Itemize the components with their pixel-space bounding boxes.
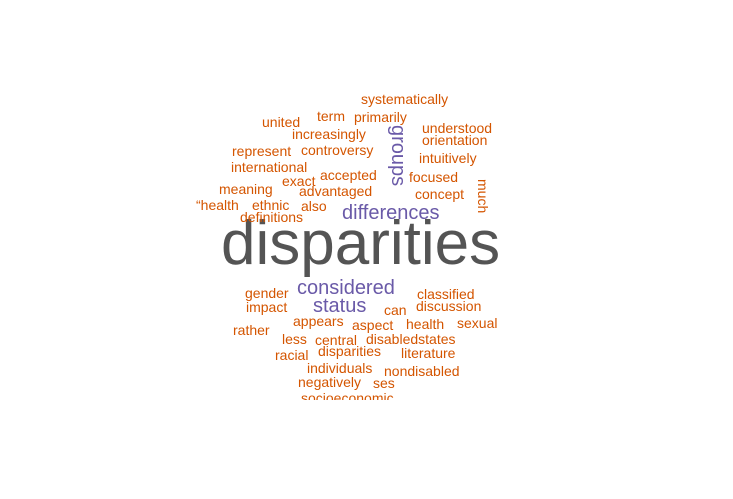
word-ses: ses: [373, 375, 395, 391]
word-racial: racial: [275, 347, 309, 363]
word-advantaged: advantaged: [299, 183, 373, 199]
word-meaning: meaning: [219, 181, 273, 197]
word-status: status: [313, 295, 367, 317]
word-can: can: [384, 302, 407, 318]
word-controversy: controversy: [301, 142, 374, 158]
word-disparities-main: disparities: [221, 209, 501, 278]
word-orientation: orientation: [422, 132, 488, 148]
word-health: health: [406, 316, 445, 332]
word-understood: understood: [422, 120, 493, 136]
word-socioeconomic: socioeconomic: [301, 391, 394, 400]
word-term: term: [317, 108, 345, 124]
word-gender: gender: [245, 285, 289, 301]
word-definitions: definitions: [240, 209, 304, 225]
word-united: united: [262, 114, 301, 130]
word-disparities-small: disparities: [318, 343, 382, 359]
word-negatively: negatively: [298, 374, 362, 390]
word-also: also: [301, 198, 327, 214]
word-health-quote: “health: [196, 197, 239, 213]
word-primarily: primarily: [354, 109, 407, 125]
word-exact: exact: [282, 173, 316, 189]
word-concept: concept: [415, 186, 465, 202]
word-less: less: [282, 331, 307, 347]
word-increasingly: increasingly: [292, 126, 366, 142]
word-groups: groups: [387, 125, 409, 187]
word-intuitively: intuitively: [419, 150, 477, 166]
word-international: international: [231, 159, 308, 175]
word-systematically: systematically: [361, 91, 449, 107]
word-impact: impact: [246, 299, 288, 315]
word-nondisabled: nondisabled: [384, 363, 460, 379]
word-appears: appears: [293, 313, 344, 329]
word-accepted: accepted: [320, 167, 377, 183]
word-disabledstates: disabledstates: [366, 331, 456, 347]
word-differences: differences: [342, 202, 440, 224]
word-represent: represent: [232, 143, 292, 159]
word-considered: considered: [297, 277, 395, 299]
word-sexual: sexual: [457, 315, 498, 331]
word-literature: literature: [401, 345, 456, 361]
word-central: central: [315, 332, 358, 348]
word-aspect: aspect: [352, 317, 394, 333]
word-much: much: [475, 179, 491, 214]
word-discussion: discussion: [416, 298, 482, 314]
word-rather: rather: [233, 322, 270, 338]
word-ethnic: ethnic: [252, 197, 290, 213]
word-classified: classified: [417, 286, 475, 302]
word-individuals: individuals: [307, 360, 373, 376]
word-focused: focused: [409, 169, 459, 185]
